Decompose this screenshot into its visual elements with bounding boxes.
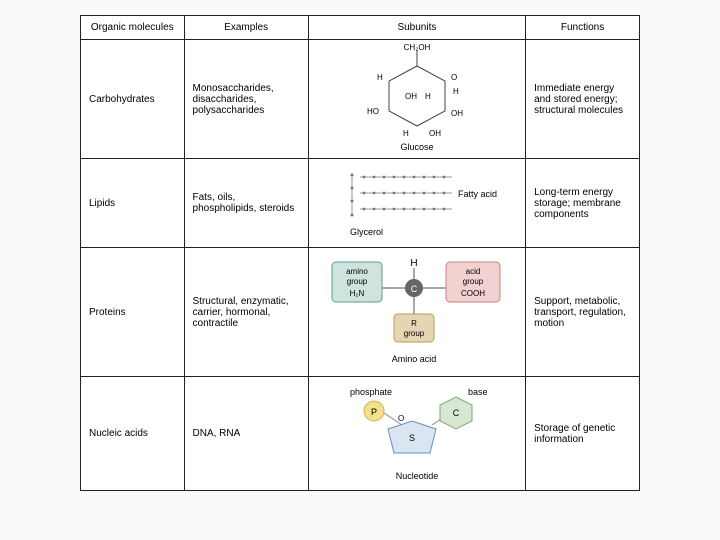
glucose-diagram: CH₂OH O H H OH H OH HO H OH Glucose: [308, 40, 525, 159]
glycerol-label: Glycerol: [350, 227, 383, 237]
lipid-diagram: Fatty acid Glycerol: [308, 159, 525, 248]
row-name: Nucleic acids: [81, 377, 185, 491]
h-label: H: [410, 258, 417, 269]
glucose-h1: H: [377, 73, 383, 82]
svg-text:R: R: [411, 319, 417, 328]
row-name: Lipids: [81, 159, 185, 248]
amino-sub: H₂N: [350, 289, 365, 298]
p-label: P: [371, 407, 377, 417]
header-col1: Organic molecules: [81, 16, 185, 40]
row-functions: Storage of genetic information: [526, 377, 640, 491]
glucose-h2: H: [453, 87, 459, 96]
amino-label1: amino: [346, 267, 368, 276]
table-row: Carbohydrates Monosaccharides, disacchar…: [81, 40, 640, 159]
glucose-h3: H: [425, 92, 431, 101]
svg-text:acid: acid: [466, 267, 481, 276]
o-label: O: [398, 414, 404, 423]
row-examples: Structural, enzymatic, carrier, hormonal…: [184, 248, 308, 377]
nucleotide-label: Nucleotide: [396, 471, 439, 481]
organic-molecules-table: Organic molecules Examples Subunits Func…: [80, 15, 640, 491]
phosphate-label: phosphate: [350, 387, 392, 397]
glucose-oh2: OH: [451, 109, 463, 118]
s-label: S: [409, 433, 415, 443]
table-row: Lipids Fats, oils, phospholipids, steroi…: [81, 159, 640, 248]
row-functions: Immediate energy and stored energy; stru…: [526, 40, 640, 159]
aminoacid-diagram: amino group H₂N H C acid group: [308, 248, 525, 377]
base-label: base: [468, 387, 488, 397]
glucose-label: Glucose: [400, 142, 433, 152]
aminoacid-label: Amino acid: [392, 354, 437, 364]
svg-text:C: C: [411, 284, 418, 294]
glucose-ho: HO: [367, 107, 379, 116]
glucose-top: CH₂OH: [404, 44, 431, 52]
row-name: Proteins: [81, 248, 185, 377]
row-examples: DNA, RNA: [184, 377, 308, 491]
table-row: Nucleic acids DNA, RNA phosphate base P …: [81, 377, 640, 491]
glucose-oh1: OH: [405, 92, 417, 101]
row-name: Carbohydrates: [81, 40, 185, 159]
row-examples: Fats, oils, phospholipids, steroids: [184, 159, 308, 248]
glucose-h4: H: [403, 129, 409, 138]
glucose-o: O: [451, 73, 457, 82]
header-col2: Examples: [184, 16, 308, 40]
table-row: Proteins Structural, enzymatic, carrier,…: [81, 248, 640, 377]
svg-text:group: group: [463, 277, 484, 286]
header-col4: Functions: [526, 16, 640, 40]
svg-text:group: group: [347, 277, 368, 286]
fattyacid-label: Fatty acid: [458, 189, 497, 199]
header-col3: Subunits: [308, 16, 525, 40]
acid-sub: COOH: [461, 289, 485, 298]
row-examples: Monosaccharides, disaccharides, polysacc…: [184, 40, 308, 159]
c-label: C: [453, 408, 460, 418]
svg-text:group: group: [404, 329, 425, 338]
row-functions: Long-term energy storage; membrane compo…: [526, 159, 640, 248]
glucose-oh3: OH: [429, 129, 441, 138]
nucleotide-diagram: phosphate base P O S C Nucleotide: [308, 377, 525, 491]
row-functions: Support, metabolic, transport, regulatio…: [526, 248, 640, 377]
